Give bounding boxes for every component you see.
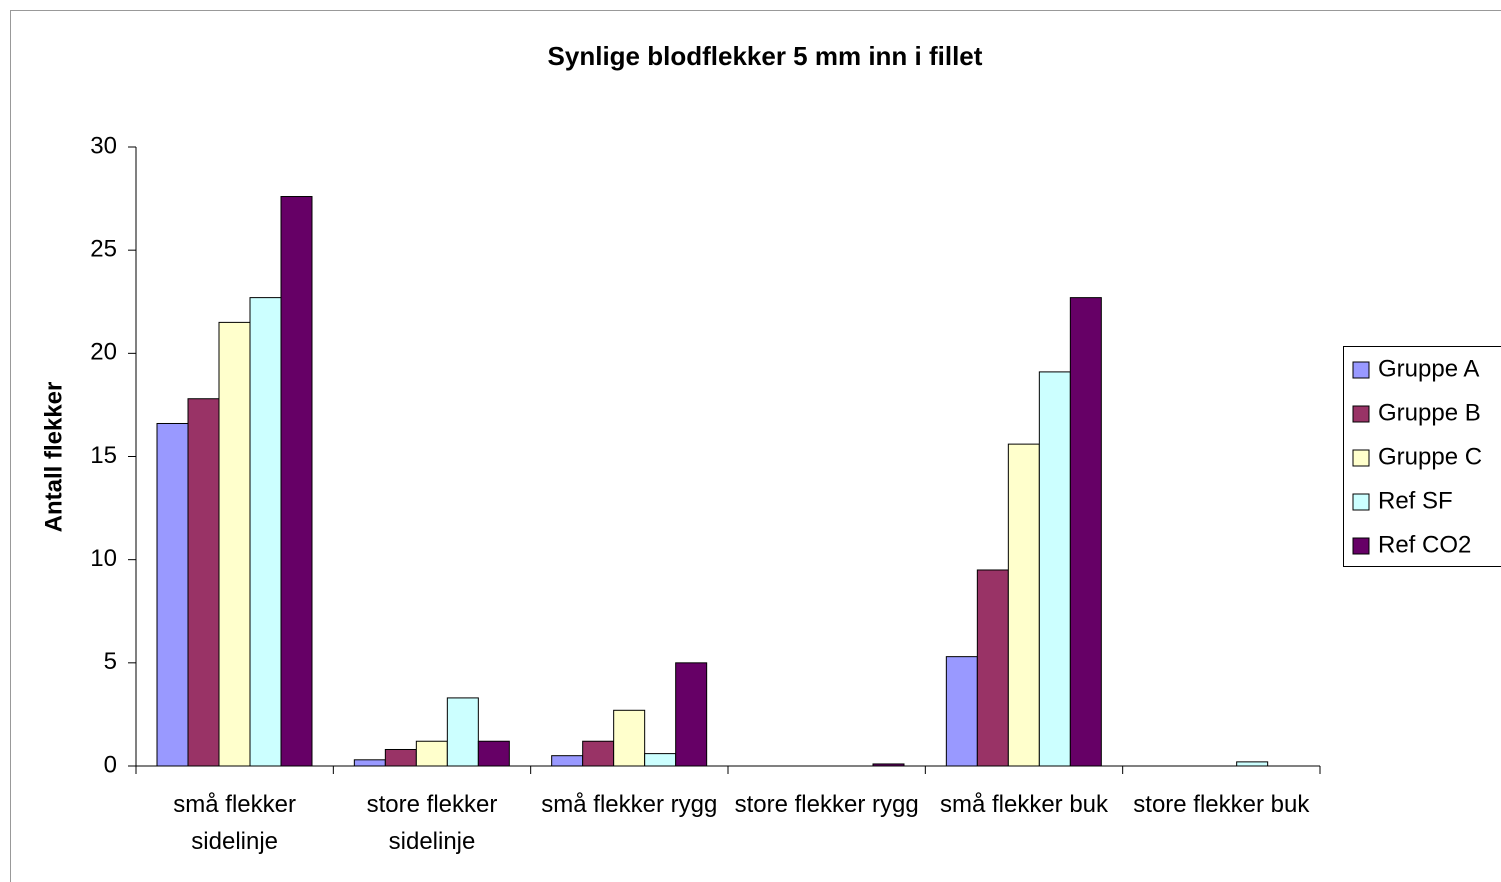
legend-swatch: [1352, 361, 1370, 379]
x-tick-label-box: store flekker buk: [1133, 791, 1310, 818]
y-tick-label: 15: [90, 442, 117, 469]
y-tick-label: 10: [90, 545, 117, 572]
legend-label: Ref SF: [1378, 487, 1453, 514]
bar: [644, 753, 677, 767]
legend-swatch: [1352, 493, 1370, 511]
x-tick-label: små flekker sidelinje: [173, 791, 296, 855]
bar: [280, 196, 313, 767]
bar: [976, 569, 1009, 767]
bar: [384, 748, 417, 767]
x-tick-label-box: små flekker buk: [939, 791, 1109, 818]
x-tick-label: små flekker rygg: [541, 791, 718, 818]
x-tick-label: små flekker buk: [939, 791, 1109, 818]
y-tick-label: 20: [90, 339, 117, 366]
bar: [551, 755, 584, 767]
x-tick-label-box: store flekker rygg: [734, 791, 919, 818]
y-axis-label: Antall flekker: [40, 382, 67, 533]
y-tick-label: 30: [90, 132, 117, 159]
bar: [1236, 761, 1269, 767]
legend-box: [1343, 346, 1501, 567]
y-tick-label: 25: [90, 236, 117, 263]
bar: [613, 709, 646, 767]
bar: [477, 740, 510, 767]
x-tick-label: store flekker buk: [1133, 791, 1310, 818]
bar: [675, 662, 708, 767]
bar: [1069, 297, 1102, 767]
bar: [249, 297, 282, 767]
x-tick-label-box: store flekker sidelinje: [366, 791, 498, 855]
bar: [582, 740, 615, 767]
bar: [415, 740, 448, 767]
legend-label: Gruppe C: [1378, 443, 1482, 470]
legend-label: Gruppe B: [1378, 399, 1481, 426]
legend-swatch: [1352, 537, 1370, 555]
y-tick-label: 0: [104, 751, 117, 778]
bar: [156, 422, 189, 767]
legend-label: Ref CO2: [1378, 531, 1471, 558]
x-tick-label-box: små flekker sidelinje: [173, 791, 296, 855]
bar: [353, 759, 386, 767]
bar: [187, 398, 220, 767]
y-tick-label: 5: [104, 648, 117, 675]
x-tick-label: store flekker rygg: [734, 791, 919, 818]
chart-title: Synlige blodflekker 5 mm inn i fillet: [548, 41, 983, 71]
bar: [1038, 371, 1071, 767]
bar: [446, 697, 479, 767]
legend-swatch: [1352, 449, 1370, 467]
bar: [218, 321, 251, 767]
bar: [1007, 443, 1040, 767]
x-tick-label: store flekker sidelinje: [366, 791, 498, 855]
bar: [945, 656, 978, 767]
legend-label: Gruppe A: [1378, 355, 1479, 382]
x-tick-label-box: små flekker rygg: [541, 791, 718, 818]
legend-swatch: [1352, 405, 1370, 423]
